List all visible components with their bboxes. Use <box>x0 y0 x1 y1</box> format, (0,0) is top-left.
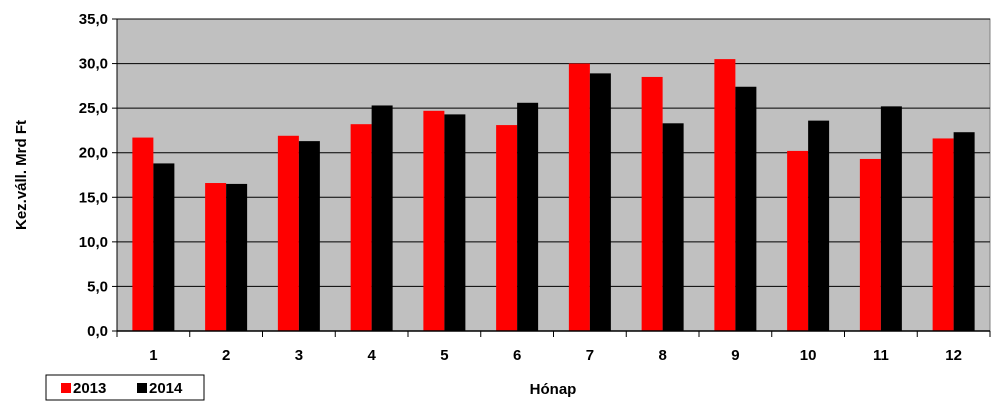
bar-2013-8 <box>641 76 663 331</box>
bar-2014-11 <box>880 106 902 331</box>
bar-2014-7 <box>589 73 611 332</box>
gridlines <box>117 18 990 287</box>
bar-2014-5 <box>444 114 466 331</box>
legend-swatch-2014 <box>137 383 147 393</box>
x-tick-label: 4 <box>367 347 376 364</box>
x-tick-label: 11 <box>873 347 889 364</box>
bar-2014-6 <box>517 102 539 332</box>
axes <box>112 18 991 337</box>
y-tick-label: 30,0 <box>79 56 108 73</box>
x-tick-label: 9 <box>731 347 739 364</box>
legend-label-2013: 2013 <box>73 380 106 397</box>
y-tick-label: 25,0 <box>79 100 108 117</box>
bar-2014-2 <box>226 183 248 331</box>
y-tick-labels: 0,0 5,0 10,0 15,0 20,0 25,0 30,0 35,0 <box>79 11 108 340</box>
bar-2014-3 <box>298 141 320 331</box>
bar-2013-5 <box>423 110 445 332</box>
bar-2013-2 <box>205 183 227 331</box>
bar-2014-1 <box>153 163 175 331</box>
bar-2014-12 <box>953 132 975 331</box>
bar-2013-1 <box>132 137 154 331</box>
legend-label-2014: 2014 <box>149 380 183 397</box>
legend: 2013 2014 <box>45 374 205 401</box>
x-tick-label: 8 <box>658 347 666 364</box>
y-axis-title: Kez.váll. Mrd Ft <box>13 120 30 230</box>
x-tick-labels: 1 2 3 4 5 6 7 8 9 10 11 12 <box>149 347 962 364</box>
x-tick-label: 12 <box>945 347 962 364</box>
x-tick-label: 1 <box>149 347 157 364</box>
y-tick-label: 20,0 <box>79 145 108 162</box>
x-tick-label: 10 <box>800 347 817 364</box>
y-tick-label: 0,0 <box>87 323 108 340</box>
x-tick-label: 2 <box>222 347 230 364</box>
bar-2013-6 <box>496 125 518 331</box>
bar-2013-7 <box>568 63 590 331</box>
y-tick-label: 35,0 <box>79 11 108 28</box>
x-tick-label: 3 <box>295 347 303 364</box>
legend-swatch-2013 <box>61 383 71 393</box>
x-tick-label: 6 <box>513 347 521 364</box>
bar-2013-12 <box>932 138 954 331</box>
y-tick-label: 10,0 <box>79 234 108 251</box>
bar-2014-9 <box>735 86 757 332</box>
bar-2014-8 <box>662 123 684 331</box>
x-tick-label: 7 <box>586 347 594 364</box>
bar-2014-4 <box>371 105 393 332</box>
legend-box <box>45 374 205 401</box>
bars <box>132 59 975 332</box>
x-tick-label: 5 <box>440 347 448 364</box>
bar-2013-9 <box>714 59 736 331</box>
x-axis-title: Hónap <box>530 381 577 398</box>
bar-2013-11 <box>859 158 881 331</box>
bar-2013-3 <box>277 135 299 331</box>
y-tick-label: 15,0 <box>79 189 108 206</box>
y-tick-label: 5,0 <box>87 278 108 295</box>
bar-2013-10 <box>787 150 809 331</box>
plot-area <box>116 18 991 332</box>
bar-2014-10 <box>808 120 830 331</box>
bar-2013-4 <box>350 124 372 331</box>
